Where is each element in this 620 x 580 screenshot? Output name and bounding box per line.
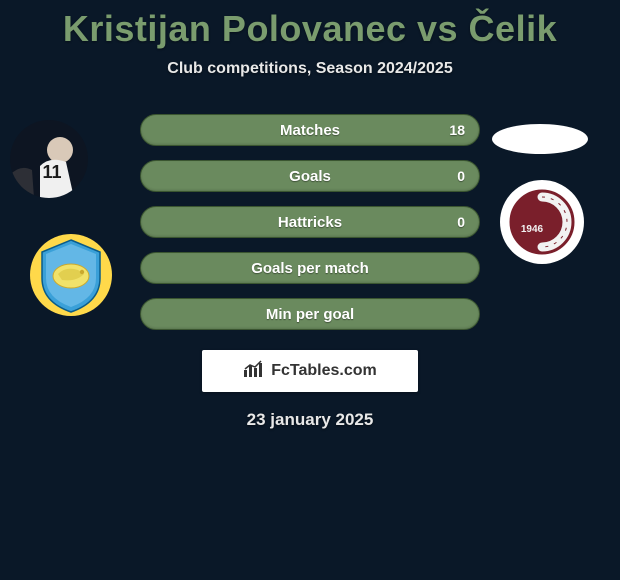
- date-text: 23 january 2025: [0, 410, 620, 430]
- stat-label: Hattricks: [278, 214, 342, 231]
- subtitle: Club competitions, Season 2024/2025: [0, 60, 620, 78]
- stat-label: Min per goal: [266, 306, 354, 323]
- stat-label: Matches: [280, 122, 340, 139]
- stat-row-matches: Matches 18: [140, 114, 480, 146]
- stat-row-hattricks: Hattricks 0: [140, 206, 480, 238]
- stat-value: 0: [457, 168, 465, 184]
- branding-text: FcTables.com: [271, 362, 377, 380]
- stats-list: Matches 18 Goals 0 Hattricks 0 Goals per…: [140, 114, 480, 330]
- branding-badge: FcTables.com: [202, 350, 418, 392]
- stat-value: 0: [457, 214, 465, 230]
- svg-text:11: 11: [42, 162, 61, 182]
- stat-value: 18: [449, 122, 465, 138]
- chart-icon: [243, 360, 265, 383]
- club-crest-left: [30, 234, 112, 316]
- player-photo-left: 11: [10, 120, 88, 198]
- stat-row-goals: Goals 0: [140, 160, 480, 192]
- stat-label: Goals per match: [251, 260, 369, 277]
- svg-text:1946: 1946: [521, 224, 544, 235]
- stat-row-goals-per-match: Goals per match: [140, 252, 480, 284]
- club-crest-right: 1946: [500, 180, 584, 264]
- page-title: Kristijan Polovanec vs Čelik: [0, 0, 620, 50]
- stat-row-min-per-goal: Min per goal: [140, 298, 480, 330]
- player-photo-right: [492, 124, 588, 154]
- stat-label: Goals: [289, 168, 331, 185]
